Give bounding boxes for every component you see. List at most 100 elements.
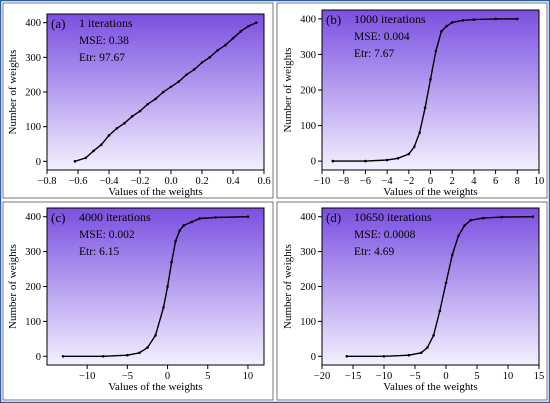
x-tick-label: −0.6 — [68, 176, 87, 187]
x-tick-label: 15 — [534, 371, 545, 382]
data-point — [494, 17, 497, 21]
data-point — [200, 61, 204, 64]
data-point — [469, 218, 473, 222]
data-point — [190, 220, 193, 224]
x-axis-label: Values of the weights — [108, 186, 202, 198]
data-point — [418, 131, 421, 134]
annotation-text: 1000 iterations — [354, 12, 426, 26]
data-point — [123, 121, 126, 125]
y-tick-label: 200 — [300, 282, 316, 293]
x-tick-label: −5 — [409, 371, 420, 382]
y-tick-label: 400 — [25, 18, 41, 29]
data-point — [445, 24, 449, 28]
panel-label: (a) — [51, 16, 65, 31]
data-point — [216, 49, 219, 52]
data-point — [99, 143, 103, 146]
y-tick-label: 200 — [25, 282, 41, 293]
annotation-text: 4000 iterations — [79, 210, 151, 224]
annotation-text: Etr: 7.67 — [354, 48, 394, 60]
data-point — [423, 106, 427, 110]
data-point — [438, 309, 442, 313]
data-point — [531, 215, 535, 219]
data-point — [440, 30, 443, 33]
x-tick-label: 0.6 — [257, 176, 270, 187]
data-point — [130, 114, 134, 118]
x-tick-label: 0 — [443, 371, 448, 382]
x-tick-label: −5 — [122, 371, 133, 382]
data-point — [500, 215, 504, 219]
data-point — [177, 80, 181, 83]
y-tick-label: 0 — [311, 157, 316, 168]
y-tick-label: 100 — [25, 317, 41, 328]
annotation-text: Etr: 97.67 — [79, 52, 125, 64]
x-tick-label: −0.8 — [37, 176, 56, 187]
data-point — [239, 30, 243, 33]
data-point — [92, 149, 95, 153]
data-point — [162, 306, 165, 309]
data-point — [161, 90, 165, 94]
plot-area — [46, 13, 265, 171]
chart-panel-4: −20 −15 −10 −5 0 5 10 15 0 100 200 300 400 Values of … — [276, 201, 548, 401]
y-tick-label: 400 — [300, 14, 316, 25]
annotation-text: Etr: 4.69 — [354, 246, 394, 258]
data-point — [364, 159, 367, 163]
y-tick-label: 200 — [25, 88, 41, 99]
y-tick-label: 0 — [36, 157, 41, 168]
panel-label: (d) — [326, 210, 341, 225]
y-tick-label: 0 — [311, 352, 316, 363]
y-tick-label: 100 — [300, 317, 316, 328]
data-point — [185, 73, 188, 76]
x-tick-label: −10 — [314, 176, 330, 187]
data-point — [166, 285, 169, 288]
chart-panel-1: −0.8 −0.6 −0.4 −0.2 0.0 0.2 0.4 0.6 0 100 200 300 40… — [2, 2, 274, 199]
x-tick-label: −0.4 — [99, 176, 119, 187]
data-point — [182, 224, 185, 227]
x-tick-label: 5 — [474, 371, 479, 382]
data-point — [231, 36, 235, 40]
y-axis-label: Number of weights — [282, 244, 294, 329]
data-point — [107, 134, 111, 137]
annotation-text: 1 iterations — [79, 16, 133, 30]
data-point — [192, 68, 196, 71]
data-point — [170, 260, 173, 264]
data-point — [101, 354, 105, 358]
data-point — [382, 354, 386, 358]
x-tick-label: 4 — [471, 176, 477, 187]
annotation-text: Etr: 6.15 — [79, 246, 119, 258]
y-tick-label: 0 — [36, 352, 41, 363]
x-tick-label: −10 — [376, 371, 392, 382]
panel-label: (b) — [326, 12, 341, 27]
data-point — [516, 17, 519, 21]
data-point — [126, 353, 129, 357]
annotation-text: 10650 iterations — [354, 210, 432, 224]
data-point — [345, 354, 349, 358]
data-point — [444, 281, 448, 285]
y-tick-label: 300 — [300, 247, 316, 258]
x-tick-label: 0.0 — [164, 176, 177, 187]
data-point — [84, 156, 88, 160]
y-tick-label: 200 — [300, 86, 316, 97]
data-point — [429, 78, 432, 81]
x-axis-label: Values of the weights — [108, 381, 202, 393]
annotation-text: MSE: 0.0008 — [354, 229, 416, 241]
y-axis-label: Number of weights — [282, 48, 294, 133]
data-point — [419, 351, 423, 355]
y-axis-label: Number of weights — [7, 244, 19, 329]
plot-area — [46, 207, 265, 366]
x-tick-label: 0.2 — [195, 176, 208, 187]
panel-label: (c) — [51, 210, 65, 225]
data-point — [146, 346, 149, 349]
y-tick-label: 100 — [300, 121, 316, 132]
x-tick-label: 0 — [428, 176, 433, 187]
data-point — [434, 49, 438, 53]
data-point — [214, 216, 218, 219]
y-tick-label: 400 — [300, 212, 316, 223]
x-tick-label: −10 — [79, 371, 95, 382]
data-point — [450, 253, 454, 257]
data-point — [154, 97, 157, 101]
y-tick-label: 100 — [25, 122, 41, 133]
x-axis-label: Values of the weights — [383, 186, 477, 198]
